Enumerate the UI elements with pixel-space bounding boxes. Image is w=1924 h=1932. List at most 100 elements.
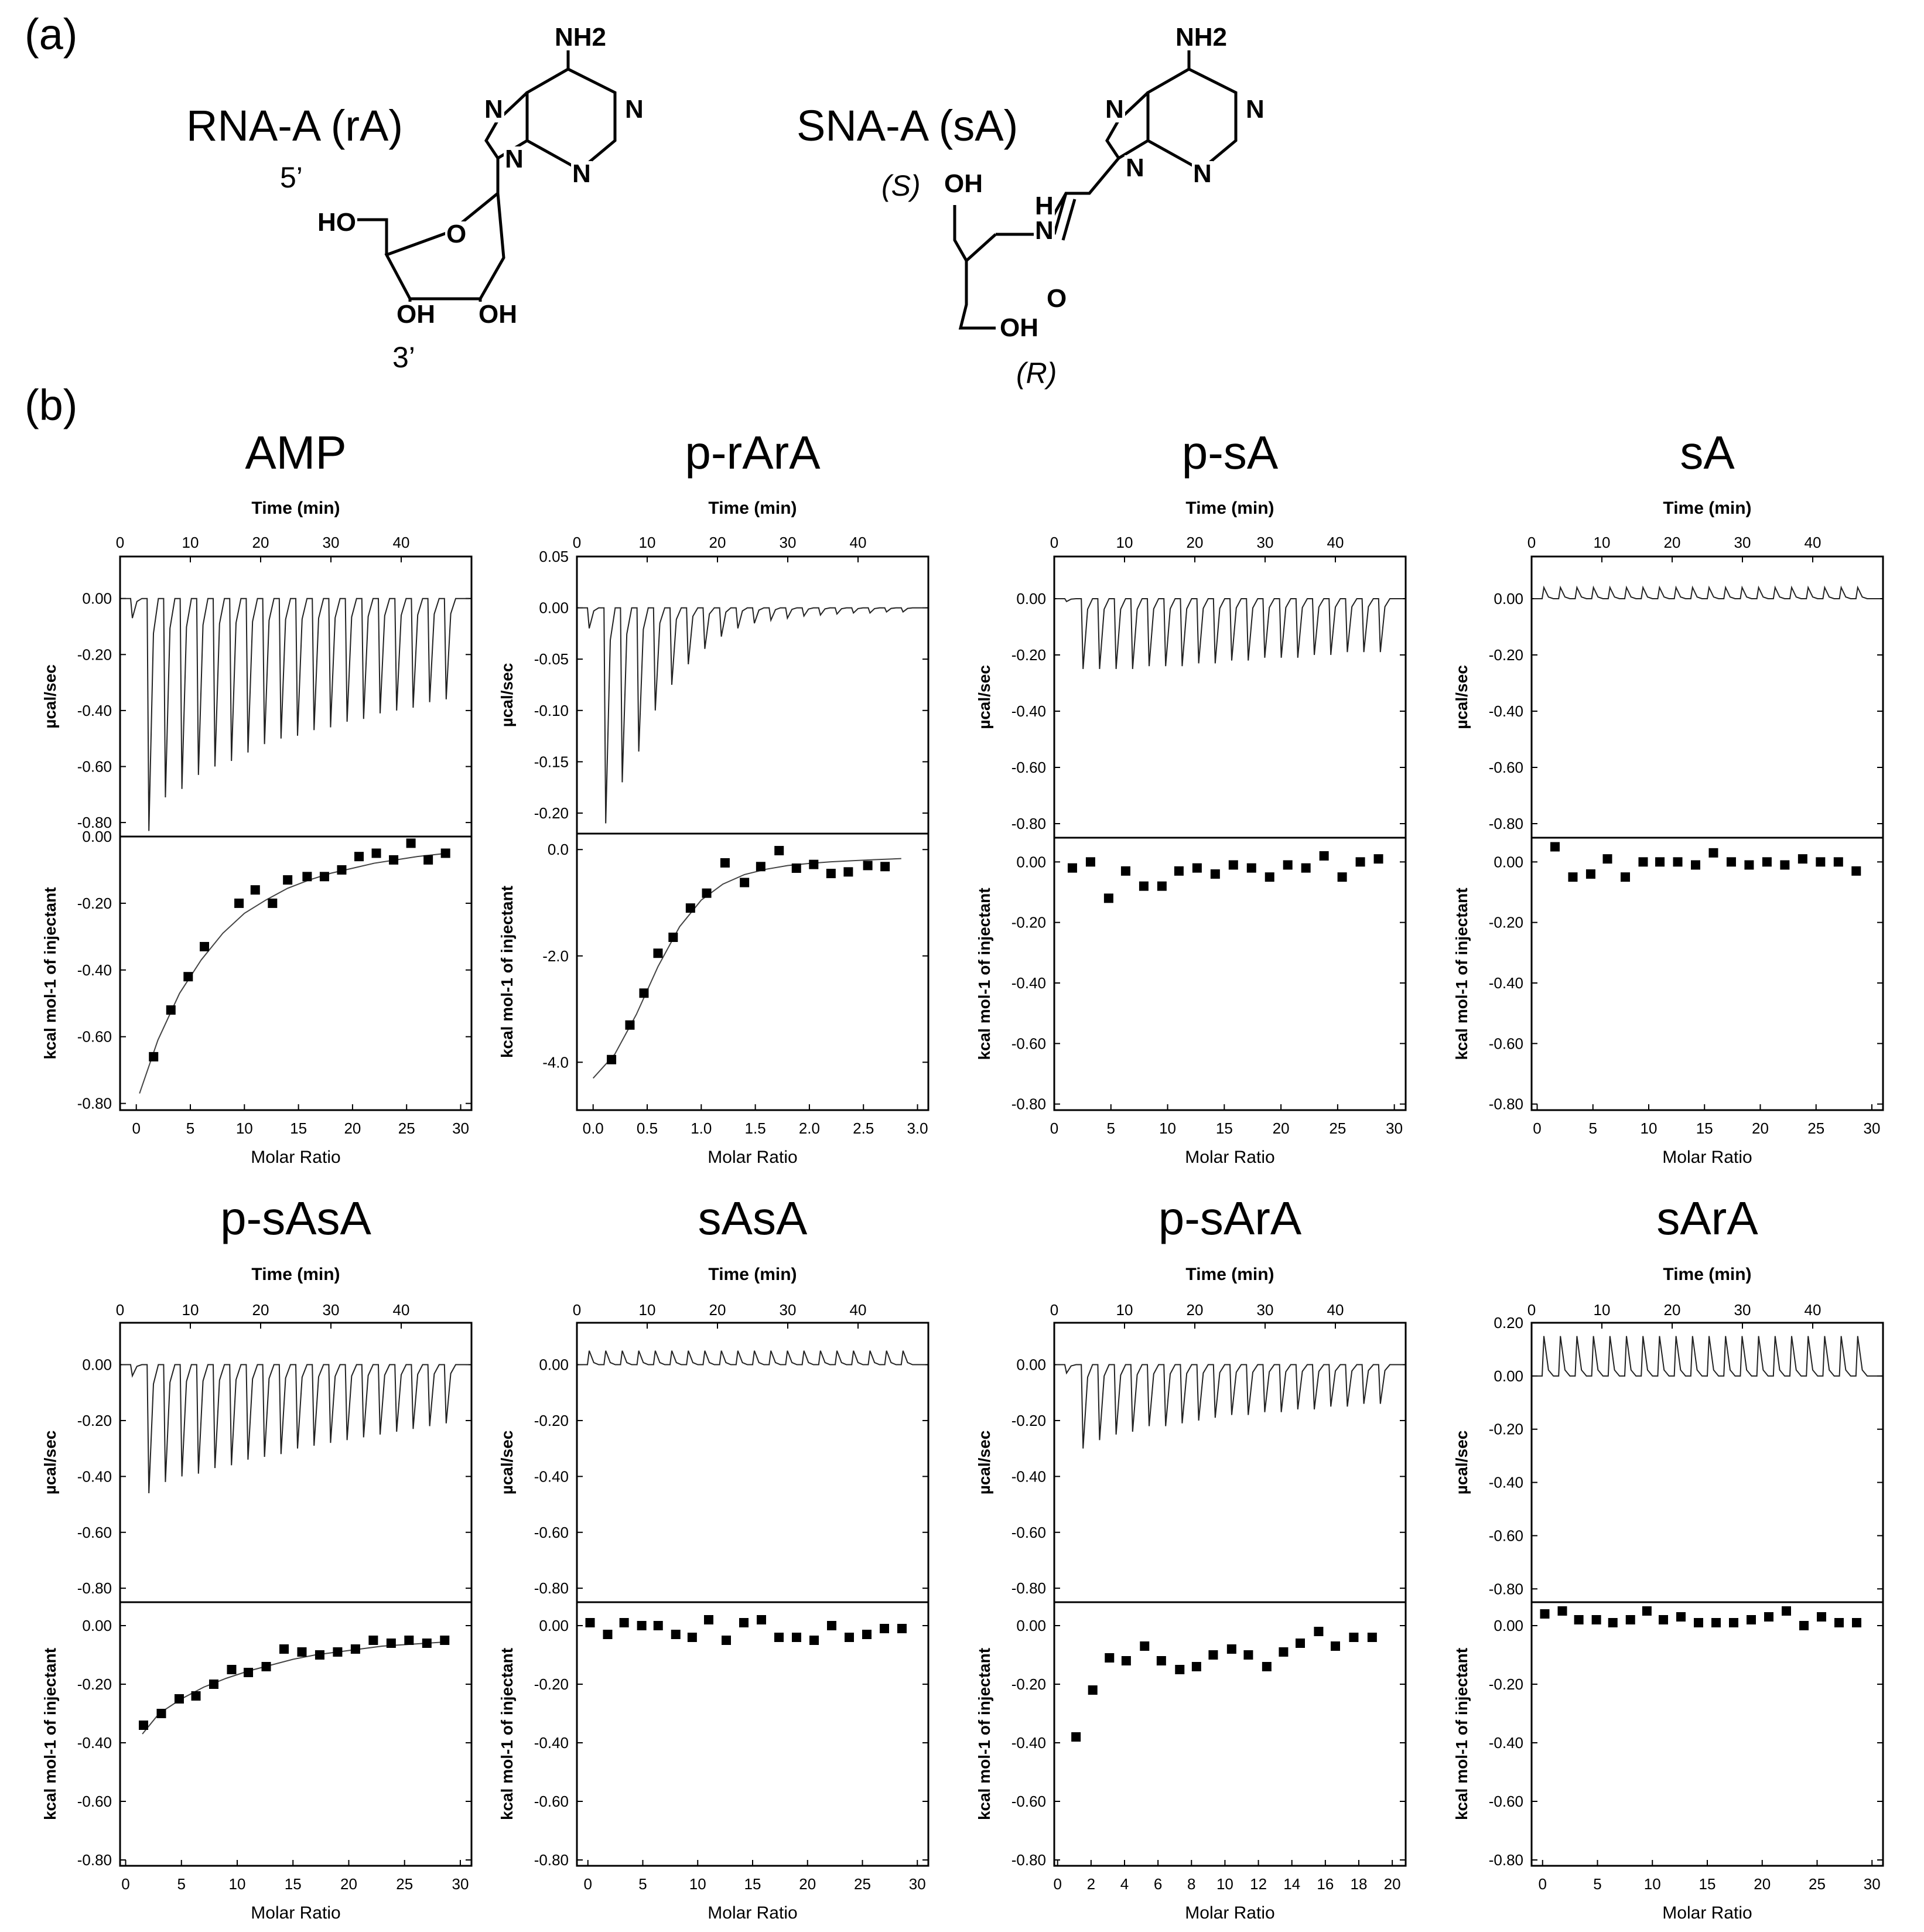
power-tick-label: -0.20 [534, 1412, 569, 1429]
enthalpy-axis-label: kcal mol-1 of injectant [41, 887, 59, 1059]
thermogram-trace [579, 1350, 926, 1366]
power-tick-label: -0.60 [1489, 1527, 1523, 1544]
enthalpy-tick-label: 0.00 [1016, 1617, 1046, 1634]
molar-ratio-tick-label: 20 [799, 1875, 816, 1893]
data-point [440, 1636, 450, 1645]
rA-atom-oh2: OH [477, 300, 518, 329]
data-point [174, 1694, 184, 1704]
data-point [1192, 863, 1202, 873]
molar-ratio-tick-label: 1.0 [691, 1119, 712, 1137]
data-point [1711, 1618, 1721, 1627]
data-point [139, 1721, 148, 1730]
time-tick-label: 20 [709, 1301, 726, 1319]
fit-curve [139, 852, 448, 1094]
enthalpy-tick-label: 0.00 [1494, 1617, 1523, 1634]
molar-ratio-axis-label: Molar Ratio [1662, 1903, 1752, 1923]
power-tick-label: -0.10 [534, 702, 569, 719]
thermogram-trace [1533, 1336, 1881, 1377]
data-point [685, 903, 695, 913]
panel-label-b: (b) [25, 381, 78, 429]
data-point [1373, 854, 1383, 864]
itc-chart-5: p-sAsA Time (min) 0 10 20 30 40 0.00 -0.20 -0.40 -… [41, 1192, 473, 1923]
molar-ratio-tick-label: 0 [132, 1119, 140, 1137]
power-tick-label: 0.20 [1494, 1314, 1523, 1332]
chart-title: sAsA [698, 1192, 808, 1244]
data-point [1694, 1618, 1703, 1627]
data-point [1797, 854, 1807, 864]
data-point [227, 1665, 237, 1674]
enthalpy-tick-label: -0.40 [1011, 1734, 1046, 1752]
power-tick-label: -0.20 [1011, 1412, 1046, 1429]
data-point [757, 1615, 766, 1624]
power-axis-label: µcal/sec [498, 663, 516, 728]
data-point [1655, 857, 1665, 867]
power-tick-label: 0.00 [82, 590, 112, 607]
sA-atom-n9: N [1125, 153, 1146, 182]
molar-ratio-tick-label: 20 [1752, 1119, 1769, 1137]
enthalpy-axis-label: kcal mol-1 of injectant [498, 886, 516, 1058]
enthalpy-tick-label: -0.80 [1011, 1851, 1046, 1869]
enthalpy-tick-label: -0.40 [77, 1734, 112, 1752]
itc-chart-2: p-rArA Time (min) 0 10 20 30 40 0.05 0.00 -0.05 -0… [498, 426, 929, 1167]
data-point [704, 1615, 713, 1624]
data-point [350, 1644, 360, 1654]
enthalpy-tick-label: 0.00 [1016, 853, 1046, 871]
data-point [1851, 866, 1861, 876]
molar-ratio-tick-label: 0 [1050, 1119, 1058, 1137]
molar-ratio-tick-label: 10 [689, 1875, 706, 1893]
time-tick-label: 10 [1116, 534, 1133, 551]
data-point [234, 898, 244, 908]
enthalpy-tick-label: -0.40 [1489, 1734, 1523, 1752]
molar-ratio-tick-label: 20 [344, 1119, 361, 1137]
molar-ratio-tick-label: 15 [744, 1875, 761, 1893]
data-point [406, 838, 416, 848]
sA-atom-nh-n: N [1034, 216, 1055, 245]
power-axis-label: µcal/sec [498, 1431, 516, 1495]
power-tick-label: -0.80 [77, 814, 112, 831]
power-tick-label: -0.40 [1489, 702, 1523, 720]
itc-chart-6: sAsA Time (min) 0 10 20 30 40 0.00 -0.20 -0.40 -0.… [498, 1192, 929, 1923]
molar-ratio-tick-label: 0 [1539, 1875, 1547, 1893]
molar-ratio-tick-label: 30 [1863, 1119, 1880, 1137]
enthalpy-tick-label: -0.20 [1489, 1675, 1523, 1693]
molar-ratio-axis-label: Molar Ratio [708, 1903, 797, 1923]
chart-title: p-rArA [685, 426, 821, 479]
data-point [1175, 1665, 1185, 1674]
data-point [404, 1636, 414, 1645]
power-tick-label: -0.20 [77, 646, 112, 663]
time-tick-label: 0 [116, 1301, 124, 1319]
isotherm-frame [119, 835, 473, 1111]
data-point [1337, 872, 1347, 882]
data-point [1816, 857, 1826, 867]
power-tick-label: -0.80 [1011, 815, 1046, 832]
data-point [1156, 1656, 1166, 1665]
data-point [1174, 866, 1184, 876]
molar-ratio-tick-label: 1.5 [745, 1119, 766, 1137]
enthalpy-axis-label: kcal mol-1 of injectant [1453, 1648, 1471, 1820]
data-point [1226, 1644, 1236, 1654]
chart-title: sA [1680, 426, 1735, 479]
data-point [156, 1709, 166, 1718]
molar-ratio-tick-label: 15 [1696, 1119, 1713, 1137]
molar-ratio-tick-label: 16 [1317, 1875, 1334, 1893]
time-tick-label: 30 [323, 534, 340, 551]
molar-ratio-tick-label: 18 [1351, 1875, 1368, 1893]
molar-ratio-tick-label: 20 [1273, 1119, 1290, 1137]
data-point [1602, 854, 1612, 864]
enthalpy-tick-label: -0.40 [1489, 974, 1523, 992]
enthalpy-tick-label: -0.20 [1011, 914, 1046, 931]
power-tick-label: -0.40 [1489, 1474, 1523, 1491]
molar-ratio-tick-label: 30 [452, 1875, 469, 1893]
molar-ratio-tick-label: 12 [1250, 1875, 1267, 1893]
molar-ratio-tick-label: 0.5 [637, 1119, 658, 1137]
time-tick-label: 30 [1257, 1301, 1274, 1319]
data-point [368, 1636, 378, 1645]
enthalpy-tick-label: 0.00 [1494, 853, 1523, 871]
sA-carbonyl-bonds [1052, 193, 1077, 241]
molar-ratio-tick-label: 5 [186, 1119, 194, 1137]
enthalpy-tick-label: -0.80 [77, 1095, 112, 1112]
time-tick-label: 30 [1734, 1301, 1751, 1319]
molar-ratio-tick-label: 5 [1593, 1875, 1601, 1893]
isotherm-frame [1530, 837, 1884, 1111]
